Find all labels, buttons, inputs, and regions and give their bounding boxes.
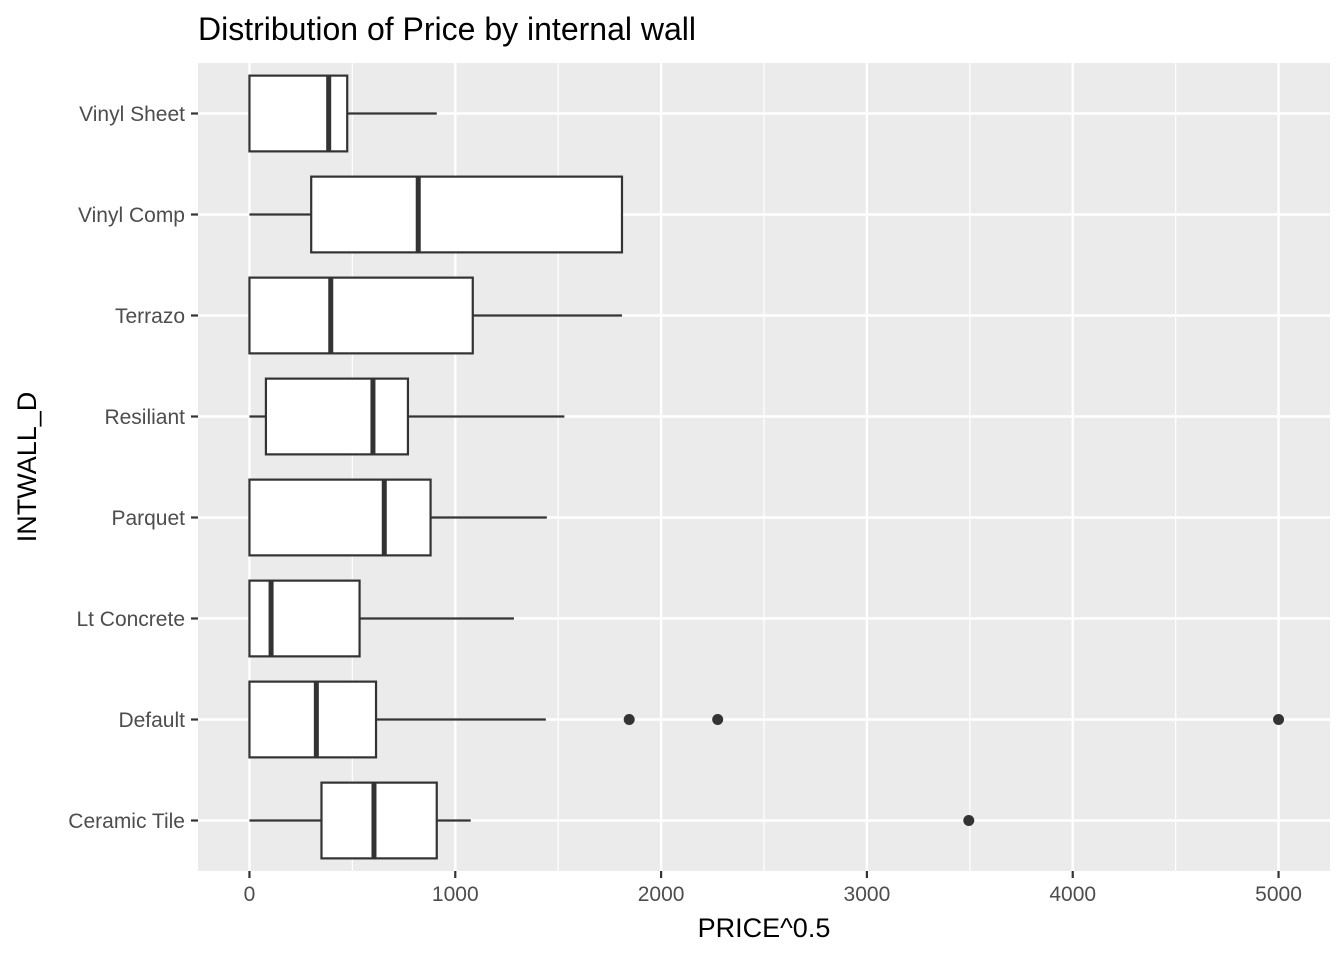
- y-tick-label: Ceramic Tile: [68, 810, 185, 833]
- box-lt-concrete: [248, 579, 514, 658]
- y-tick-label: Vinyl Comp: [78, 204, 185, 227]
- y-tick-label: Lt Concrete: [76, 608, 185, 631]
- box-terrazo: [248, 276, 622, 355]
- y-tick-label: Resiliant: [104, 406, 185, 429]
- x-tick-label: 0: [244, 883, 256, 906]
- outlier-point: [623, 714, 635, 725]
- x-tick-label: 2000: [638, 883, 685, 906]
- box-resiliant: [249, 377, 565, 456]
- box-iqr-vinyl-comp: [310, 175, 624, 254]
- box-iqr-vinyl-sheet: [248, 74, 349, 153]
- x-axis-title: PRICE^0.5: [698, 913, 831, 943]
- outlier-point: [712, 714, 724, 725]
- box-iqr-default: [248, 680, 378, 759]
- y-tick-label: Terrazo: [115, 305, 185, 328]
- y-axis: Ceramic Tile Default Lt Concrete Parquet Res…: [68, 103, 198, 833]
- box-vinyl-comp: [249, 175, 624, 254]
- outlier-point: [963, 815, 975, 826]
- box-ceramic-tile: [249, 781, 975, 860]
- y-tick-label: Default: [118, 709, 185, 732]
- outlier-point: [1273, 714, 1285, 725]
- x-axis: 0 1000 2000 3000 4000 5000: [244, 871, 1302, 906]
- x-tick-label: 3000: [844, 883, 891, 906]
- box-iqr-parquet: [248, 478, 432, 557]
- box-iqr-ceramic-tile: [320, 781, 438, 860]
- x-tick-label: 5000: [1255, 883, 1302, 906]
- box-default: [248, 680, 1285, 759]
- y-tick-label: Vinyl Sheet: [79, 103, 185, 126]
- y-tick-label: Parquet: [111, 507, 185, 530]
- box-iqr-resiliant: [264, 377, 410, 456]
- x-tick-label: 4000: [1049, 883, 1096, 906]
- box-vinyl-sheet: [248, 74, 437, 153]
- y-axis-title: INTWALL_D: [12, 392, 42, 543]
- chart-title: Distribution of Price by internal wall: [198, 11, 696, 47]
- x-tick-label: 1000: [432, 883, 479, 906]
- boxes-layer: [248, 74, 1285, 860]
- box-parquet: [248, 478, 547, 557]
- box-iqr-terrazo: [248, 276, 474, 355]
- box-iqr-lt-concrete: [248, 579, 361, 658]
